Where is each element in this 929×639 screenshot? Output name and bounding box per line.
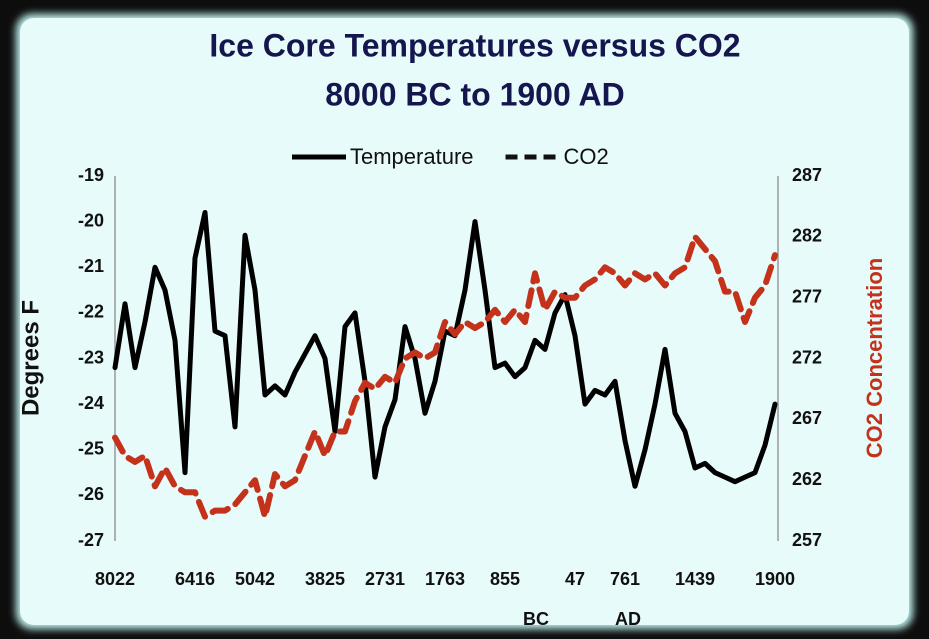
x-tick-label: 2731 bbox=[365, 569, 405, 589]
y-tick-label: -24 bbox=[78, 393, 104, 413]
y-tick-label: -21 bbox=[78, 256, 104, 276]
y2-tick-label: 257 bbox=[792, 530, 822, 550]
x-tick-label: 761 bbox=[610, 569, 640, 589]
chart-title: Ice Core Temperatures versus CO2 bbox=[209, 27, 740, 63]
y-axis-label: Degrees F bbox=[17, 300, 44, 416]
x-tick-label: 3825 bbox=[305, 569, 345, 589]
y-tick-label: -26 bbox=[78, 484, 104, 504]
y2-tick-label: 272 bbox=[792, 347, 822, 367]
x-tick-label: 1900 bbox=[755, 569, 795, 589]
y-tick-label: -19 bbox=[78, 165, 104, 185]
x-tick-label: 855 bbox=[490, 569, 520, 589]
y-tick-label: -25 bbox=[78, 439, 104, 459]
legend-label: Temperature bbox=[350, 144, 474, 169]
y2-tick-label: 277 bbox=[792, 286, 822, 306]
y-tick-label: -20 bbox=[78, 210, 104, 230]
chart-subtitle: 8000 BC to 1900 AD bbox=[325, 76, 624, 112]
y2-axis-label: CO2 Concentration bbox=[862, 258, 887, 458]
series-line bbox=[112, 233, 778, 520]
y2-tick-label: 267 bbox=[792, 408, 822, 428]
x-tick-label: 6416 bbox=[175, 569, 215, 589]
annotation: AD bbox=[615, 609, 641, 629]
y-tick-label: -27 bbox=[78, 530, 104, 550]
y2-tick-label: 287 bbox=[792, 165, 822, 185]
annotation: BC bbox=[523, 609, 549, 629]
x-tick-label: 1763 bbox=[425, 569, 465, 589]
y-tick-label: -22 bbox=[78, 302, 104, 322]
x-tick-label: 8022 bbox=[95, 569, 135, 589]
y-tick-label: -23 bbox=[78, 347, 104, 367]
x-tick-label: 1439 bbox=[675, 569, 715, 589]
x-tick-label: 47 bbox=[565, 569, 585, 589]
x-tick-label: 5042 bbox=[235, 569, 275, 589]
panel bbox=[20, 18, 909, 625]
legend-label: CO2 bbox=[564, 144, 609, 169]
y2-tick-label: 262 bbox=[792, 469, 822, 489]
y2-tick-label: 282 bbox=[792, 226, 822, 246]
